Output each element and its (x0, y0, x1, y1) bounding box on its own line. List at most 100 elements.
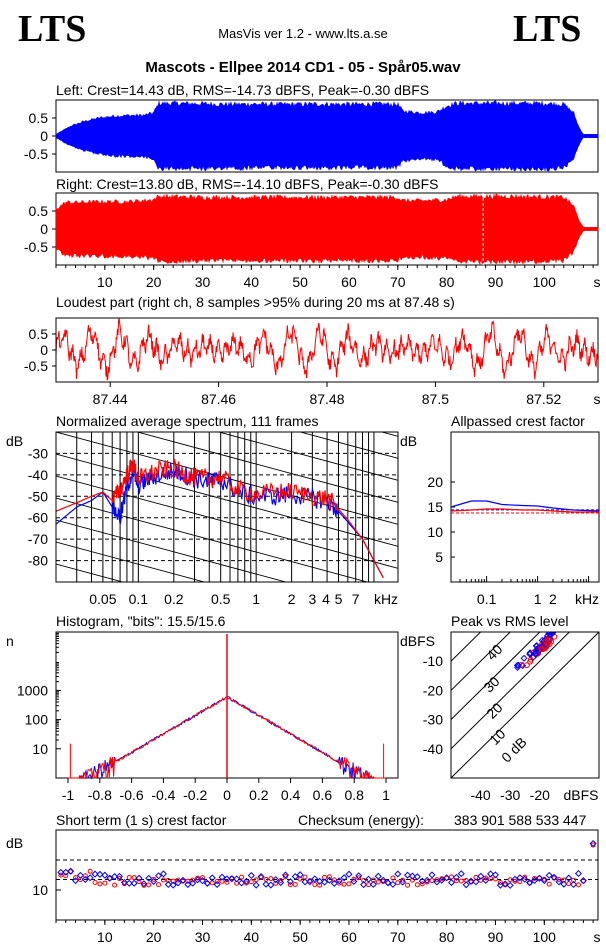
crest-point-left (487, 870, 495, 878)
crest-point-right (209, 880, 215, 886)
crest-point-left (130, 879, 138, 887)
histogram-ytick-label: 10 (32, 741, 48, 757)
peak-rms-point-right (544, 640, 550, 647)
peak-rms-point-left (526, 650, 534, 658)
spectrum-xtick-label: 3 (308, 591, 316, 607)
crest-point-left (272, 876, 280, 884)
crest-point-left (140, 880, 148, 888)
crest-xtick-label: 40 (244, 929, 260, 945)
spectrum-ytick-label: -50 (28, 488, 48, 504)
crest-point-left (477, 872, 485, 880)
crest-point-left (281, 871, 290, 879)
crest-point-left (198, 877, 207, 885)
allpassed-title: Allpassed crest factor (451, 413, 585, 429)
crest-point-right (156, 882, 162, 888)
histogram-ytick-label: 100 (25, 712, 49, 728)
spectrum-slope (298, 432, 398, 459)
crest-ytick-label: 10 (32, 882, 48, 898)
crest-point-left (296, 871, 304, 879)
loudest-xtick-label: 87.52 (526, 391, 561, 407)
spectrum-ytick-label: -80 (28, 553, 48, 569)
time-tick-label: 10 (97, 274, 113, 290)
spectrum-title: Normalized average spectrum, 111 frames (56, 413, 319, 429)
crest-point-right (199, 875, 205, 881)
crest-point-right (185, 878, 191, 884)
crest-point-left (330, 879, 338, 887)
crest-point-left (159, 870, 167, 878)
crest-point-left (565, 874, 573, 882)
spectrum-xtick-label: 7 (352, 591, 360, 607)
crest-point-right (195, 875, 201, 881)
crest-point-right (292, 881, 298, 887)
crest-point-left (394, 870, 402, 878)
crest-point-right (136, 878, 142, 884)
loudest-part-title: Loudest part (right ch, 8 samples >95% d… (56, 294, 455, 310)
peak-rms-diagonal (451, 632, 482, 662)
right-waveform-ytick-label: 0.5 (29, 203, 49, 219)
lts-logo-right: LTS (513, 8, 582, 50)
loudest-ytick-label: 0.5 (29, 326, 49, 342)
peak-rms-diag-label: 30 (480, 673, 502, 695)
crest-point-left (501, 880, 509, 888)
crest-point-left (233, 875, 241, 883)
spectrum-ylabel: dB (6, 433, 23, 449)
spectrum-slope (56, 475, 398, 569)
allpassed-ytick-label: 15 (427, 499, 443, 515)
histogram-title: Histogram, "bits": 15.5/15.6 (56, 613, 226, 629)
crest-point-left (491, 871, 499, 879)
crest-point-right (341, 881, 347, 887)
crest-point-right (82, 873, 88, 879)
crest-point-left (115, 872, 124, 880)
peak-rms-xlabel: dBFS (563, 787, 598, 803)
crest-point-left (277, 879, 285, 887)
histogram-xtick-label: 0 (223, 787, 231, 803)
crest-point-right (400, 877, 406, 883)
histogram-xtick-label: -0.4 (151, 787, 175, 803)
crest-xtick-label: 10 (97, 929, 113, 945)
peak-rms-diag-label: 10 (486, 726, 508, 748)
histogram-xtick-label: 0.6 (313, 787, 333, 803)
peak-rms-diagonal (451, 632, 511, 692)
histogram-xtick-label: -1 (62, 787, 75, 803)
loudest-trace (56, 318, 598, 381)
histogram-xtick-label: 0.4 (281, 787, 301, 803)
time-tick-label: 20 (146, 274, 162, 290)
crest-point-left (120, 878, 128, 886)
crest-xtick-label: 80 (439, 929, 455, 945)
spectrum-xtick-label: 2 (288, 591, 296, 607)
spectrum-xtick-label: 1 (252, 591, 260, 607)
peak-rms-point-left (546, 632, 554, 639)
crest-point-left (164, 880, 172, 888)
crest-point-left (570, 880, 578, 888)
crest-point-left (96, 870, 104, 878)
crest-point-left (242, 877, 250, 885)
crest-point-left (433, 878, 441, 886)
crest-frame (55, 829, 599, 921)
right-waveform-ytick-label: 0 (40, 221, 48, 237)
crest-point-right (141, 882, 147, 888)
crest-point-right (414, 882, 420, 888)
crest-point-left (579, 877, 587, 885)
crest-point-left (457, 870, 465, 878)
spectrum-frame (55, 431, 399, 583)
crest-point-left (218, 873, 226, 881)
crest-point-right (346, 881, 352, 887)
crest-point-right (424, 879, 430, 885)
crest-point-left (125, 879, 133, 887)
crest-point-right (419, 881, 425, 887)
time-tick-label: s (594, 274, 601, 290)
crest-point-left (252, 881, 260, 889)
peak-rms-point-right (527, 656, 534, 663)
crest-point-left (526, 879, 534, 887)
crest-point-left (194, 876, 202, 884)
crest-point-right (102, 880, 108, 886)
spectrum-ytick-label: -30 (28, 445, 48, 461)
crest-point-right (375, 879, 381, 885)
allpassed-right-curve (450, 508, 599, 513)
crest-point-left (340, 874, 348, 882)
allpassed-ytick-label: 10 (427, 524, 443, 540)
crest-point-left (257, 873, 265, 881)
peak-rms-frame (450, 631, 600, 779)
crest-point-left (428, 871, 436, 879)
peak-rms-ytick-label: -30 (423, 712, 443, 728)
